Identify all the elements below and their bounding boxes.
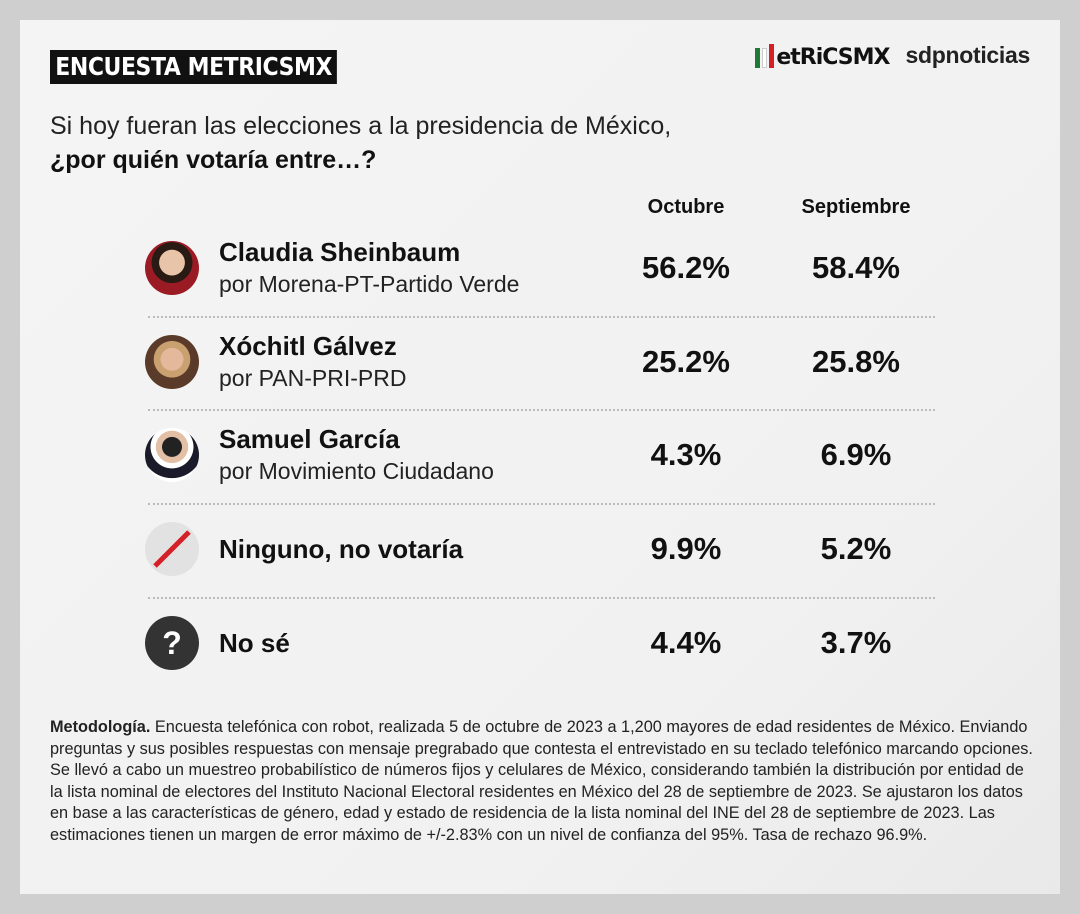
sdpnoticias-logo: sdpnoticias [905, 42, 1030, 68]
value-octubre: 9.9% [650, 531, 722, 566]
question-line2: ¿por quién votaría entre…? [50, 146, 377, 174]
value-septiembre: 25.8% [812, 344, 900, 379]
row-party: por Morena-PT-Partido Verde [219, 271, 520, 297]
value-septiembre: 5.2% [820, 531, 892, 566]
poll-card: ENCUESTA METRICSMX etRiCSMX sdpnoticias … [20, 20, 1060, 894]
row-name: Samuel García [219, 424, 400, 454]
row-divider [148, 316, 935, 318]
slash-icon [145, 522, 199, 576]
column-header-septiembre: Septiembre [801, 196, 911, 218]
row-divider [148, 597, 935, 599]
survey-title: ENCUESTA METRICSMX [50, 50, 338, 84]
column-header-octubre: Octubre [647, 196, 725, 218]
value-septiembre: 3.7% [820, 625, 892, 660]
row-name: No sé [219, 628, 290, 658]
value-septiembre: 58.4% [812, 250, 900, 285]
logos: etRiCSMX sdpnoticias [755, 42, 1030, 70]
value-octubre: 4.4% [650, 625, 722, 660]
row-name: Claudia Sheinbaum [219, 237, 461, 267]
candidate-photo [145, 335, 199, 389]
row-name: Ninguno, no votaría [219, 534, 464, 564]
table-row: ? No sé 4.4% 3.7% [145, 596, 935, 690]
value-septiembre: 6.9% [820, 437, 892, 472]
table-row: Xóchitl Gálvez por PAN-PRI-PRD 25.2% 25.… [145, 315, 935, 409]
value-octubre: 4.3% [650, 437, 722, 472]
table-row: Claudia Sheinbaum por Morena-PT-Partido … [145, 221, 935, 315]
methodology-note: Metodología. Encuesta telefónica con rob… [50, 717, 1040, 847]
row-divider [148, 503, 935, 505]
question-line1: Si hoy fueran las elecciones a la presid… [50, 112, 672, 140]
value-octubre: 25.2% [642, 344, 730, 379]
row-party: por PAN-PRI-PRD [219, 365, 407, 391]
row-name: Xóchitl Gálvez [219, 331, 397, 361]
table-row: Ninguno, no votaría 9.9% 5.2% [145, 502, 935, 596]
row-party: por Movimiento Ciudadano [219, 458, 494, 484]
table-row: Samuel García por Movimiento Ciudadano 4… [145, 408, 935, 502]
methodology-text: Encuesta telefónica con robot, realizada… [50, 718, 1033, 844]
candidate-photo [145, 428, 199, 482]
row-divider [148, 409, 935, 411]
metricsmx-logo: etRiCSMX [755, 43, 890, 70]
value-octubre: 56.2% [642, 250, 730, 285]
methodology-label: Metodología. [50, 718, 151, 736]
question-icon: ? [145, 616, 199, 670]
candidate-photo [145, 241, 199, 295]
